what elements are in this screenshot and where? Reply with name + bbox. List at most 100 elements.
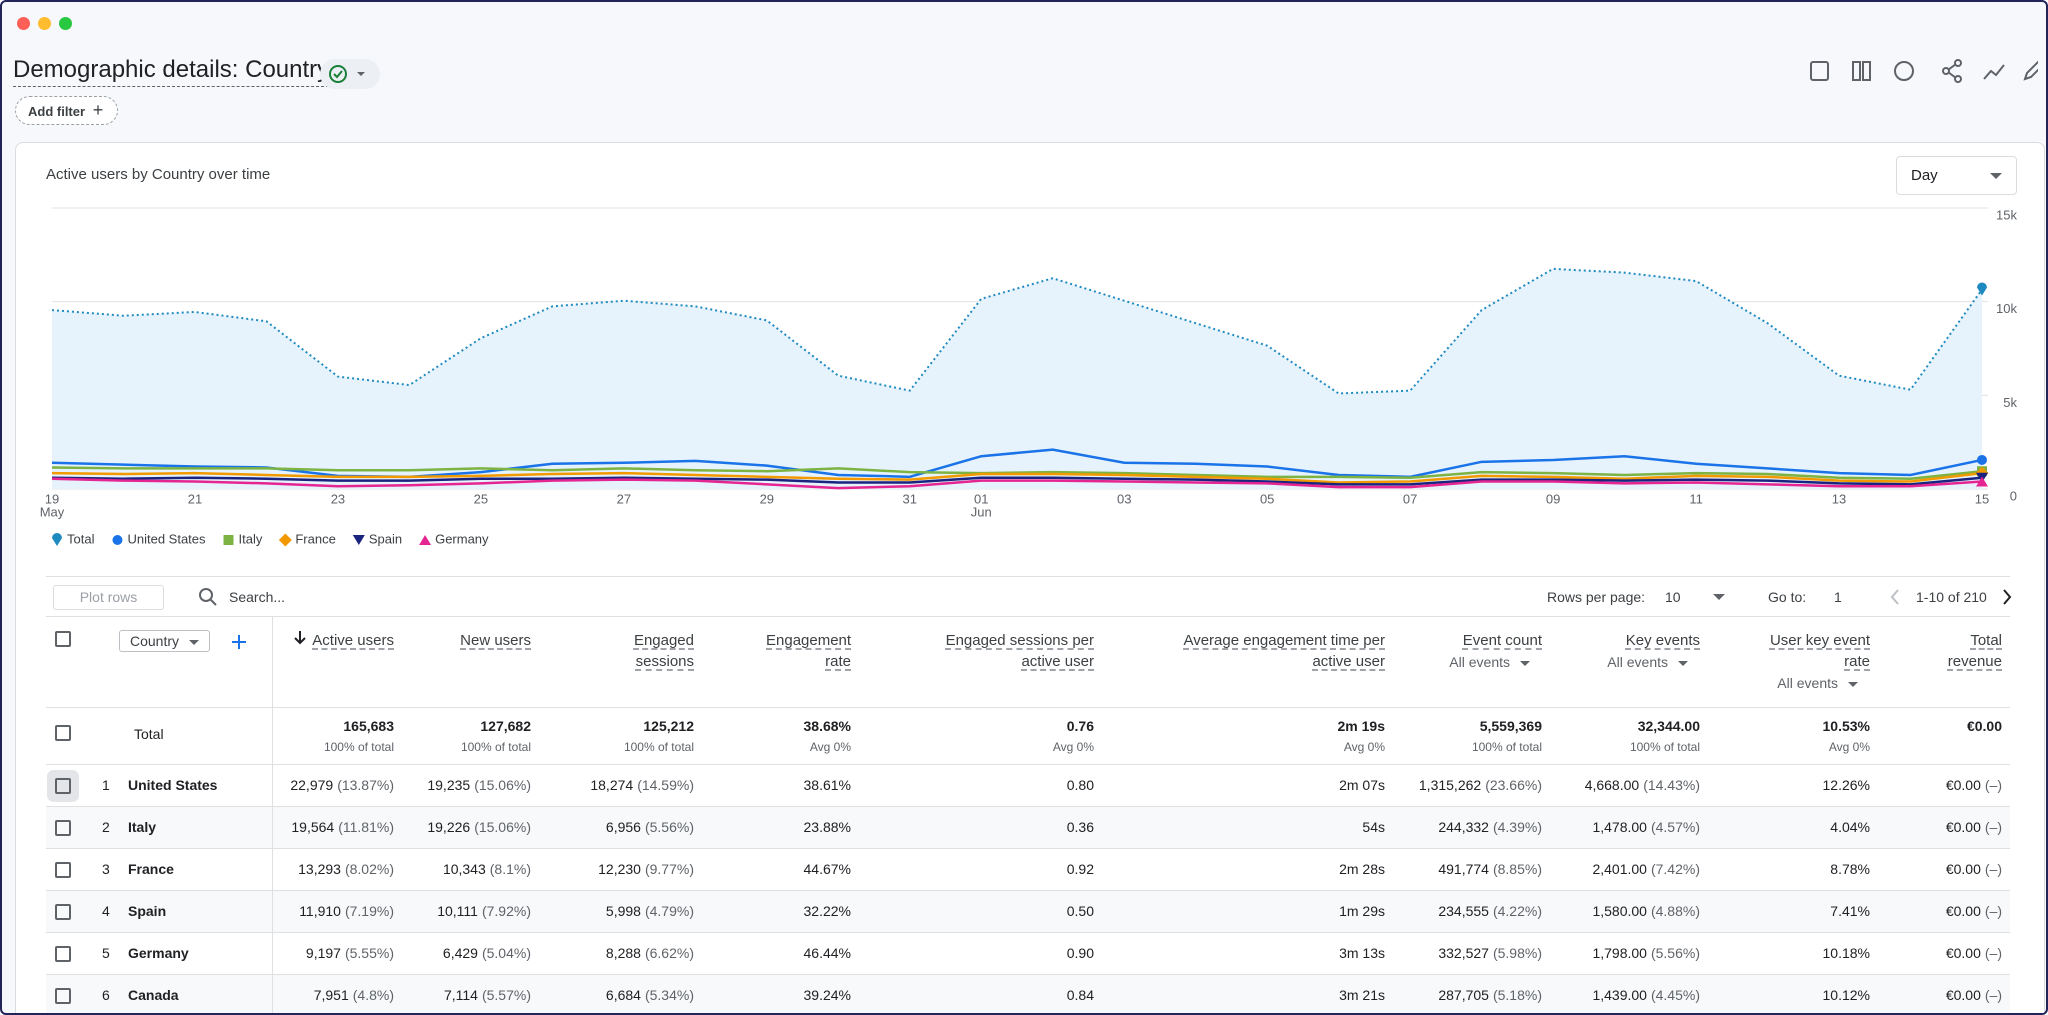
search-input[interactable]: Search... [229, 589, 286, 605]
column-filter[interactable]: All events [1393, 654, 1542, 670]
table-row[interactable]: 3 France 13,293 (8.02%) 10,343 (8.1%) 12,230 (9… [46, 848, 2010, 891]
value-cell: 0.90 [859, 932, 1102, 975]
trend-icon[interactable] [1983, 64, 2005, 80]
column-filter[interactable]: All events [1550, 654, 1700, 670]
insights-icon[interactable] [1894, 61, 1914, 81]
value-text: €0.00 [1945, 819, 1981, 835]
value-text: 1m 29s [1339, 903, 1385, 919]
value-cell: 2m 28s [1102, 848, 1393, 891]
row-checkbox[interactable] [55, 724, 71, 741]
filter-label: All events [1449, 654, 1510, 670]
value-text: 165,683 [343, 717, 394, 734]
value-cell: 6,429 (5.04%) [402, 932, 539, 975]
value-cell: 18,274 (14.59%) [539, 764, 702, 807]
x-tick-label: 05 [1260, 491, 1274, 506]
share-text: (7.42%) [1650, 861, 1700, 877]
column-header[interactable]: User key event rate All events [1708, 617, 1878, 708]
column-header[interactable]: Average engagement time per active user [1102, 617, 1393, 708]
share-text: (–) [1984, 903, 2002, 919]
minimize-button[interactable] [38, 17, 51, 30]
plot-rows-button[interactable]: Plot rows [53, 585, 164, 610]
dimension-dropdown[interactable]: Country [119, 630, 211, 652]
add-dimension-button[interactable] [210, 633, 247, 650]
previous-page[interactable] [1888, 587, 1902, 607]
share-text: (15.06%) [474, 777, 531, 793]
close-button[interactable] [17, 17, 30, 30]
column-label: Event count [1462, 632, 1542, 649]
column-header[interactable]: New users [402, 617, 539, 708]
go-to-input[interactable]: 1 [1834, 589, 1842, 605]
share-text: (4.45%) [1650, 987, 1700, 1003]
x-tick-label: 21 [188, 491, 202, 506]
rank-cell: 6 [92, 974, 128, 1013]
value-cell: €0.00 (–) [1878, 764, 2010, 807]
value-cell: 5,998 (4.79%) [539, 890, 702, 933]
column-header[interactable]: Event count All events [1393, 617, 1550, 708]
column-label: Engagement rate [766, 632, 852, 670]
next-page[interactable] [2000, 587, 2014, 607]
rank: 3 [102, 861, 110, 877]
value-text: 12.26% [1822, 777, 1870, 793]
total-label-cell: Total [92, 707, 273, 765]
row-checkbox[interactable] [55, 903, 71, 920]
value-text: €0.00 [1945, 861, 1981, 877]
column-header[interactable]: Engaged sessions [539, 617, 702, 708]
value-cell: 7.41% [1708, 890, 1878, 933]
add-filter-chip[interactable]: Add filter + [15, 96, 119, 125]
column-header[interactable]: Active users [272, 617, 402, 708]
value-cell: 10.18% [1708, 932, 1878, 975]
x-tick-label: 11 [1689, 491, 1703, 506]
line [51, 477, 1983, 490]
table-row[interactable]: 5 Germany 9,197 (5.55%) 6,429 (5.04%) 8,288 (6.… [46, 932, 2010, 975]
y-tick-label: 10k [1996, 301, 2017, 316]
legend-marker [419, 535, 432, 545]
share-text: 100% of total [623, 739, 694, 754]
table-row[interactable]: 1 United States 22,979 (13.87%) 19,235 (15.06… [46, 764, 2010, 807]
share-icon[interactable] [1942, 59, 1962, 83]
rank-cell: 4 [92, 890, 128, 933]
compare-icon[interactable] [1852, 61, 1871, 81]
table-row[interactable]: 4 Spain 11,910 (7.19%) 10,111 (7.92%) 5,998 (4.… [46, 890, 2010, 933]
table-row[interactable]: 2 Italy 19,564 (11.81%) 19,226 (15.06%) 6,956(… [46, 806, 2010, 849]
value-cell: 0.80 [859, 764, 1102, 807]
row-checkbox[interactable] [55, 861, 71, 878]
column-label: Total revenue [1947, 632, 2002, 670]
value-cell: 19,235 (15.06%) [402, 764, 539, 807]
column-header[interactable]: Total revenue [1878, 617, 2010, 708]
zoom-button[interactable] [59, 17, 72, 30]
country-name: France [128, 861, 174, 877]
value-text: 234,555 [1438, 903, 1489, 919]
value-cell: 13,293 (8.02%) [272, 848, 402, 891]
status-menu[interactable] [320, 59, 380, 89]
column-header[interactable]: Engagement rate [702, 617, 859, 708]
value-text: 32.22% [803, 903, 851, 919]
granularity-dropdown[interactable]: Day [1896, 156, 2017, 195]
value-cell: 1m 29s [1102, 890, 1393, 933]
column-header[interactable]: Key events All events [1550, 617, 1708, 708]
share-text: Avg 0% [1343, 739, 1385, 754]
country-cell: Italy [128, 806, 273, 849]
value-cell: 0.92 [859, 848, 1102, 891]
row-checkbox[interactable] [55, 777, 71, 794]
value-text: 2,401.00 [1592, 861, 1647, 877]
row-checkbox[interactable] [55, 819, 71, 836]
value-text: 0.80 [1066, 777, 1094, 793]
value-text: 13,293 [298, 861, 341, 877]
search-icon [199, 588, 217, 606]
notes-icon[interactable] [1810, 61, 1829, 81]
value-text: 2m 07s [1339, 777, 1385, 793]
edit-icon[interactable] [2023, 60, 2038, 81]
row-checkbox[interactable] [55, 945, 71, 962]
rank-cell: 5 [92, 932, 128, 975]
rows-per-page-value[interactable]: 10 [1665, 589, 1681, 605]
value-cell: 10,343 (8.1%) [402, 848, 539, 891]
value-text: 0.76 [1066, 717, 1094, 734]
column-filter[interactable]: All events [1708, 675, 1870, 691]
row-checkbox[interactable] [55, 987, 71, 1004]
share-text: (4.88%) [1650, 903, 1700, 919]
select-all-checkbox[interactable] [55, 631, 71, 648]
column-header[interactable]: Engaged sessions per active user [859, 617, 1102, 708]
country-name: Canada [128, 987, 179, 1003]
table-row[interactable]: 6 Canada 7,951 (4.8%) 7,114 (5.57%) 6,684 (5.34… [46, 974, 2010, 1013]
